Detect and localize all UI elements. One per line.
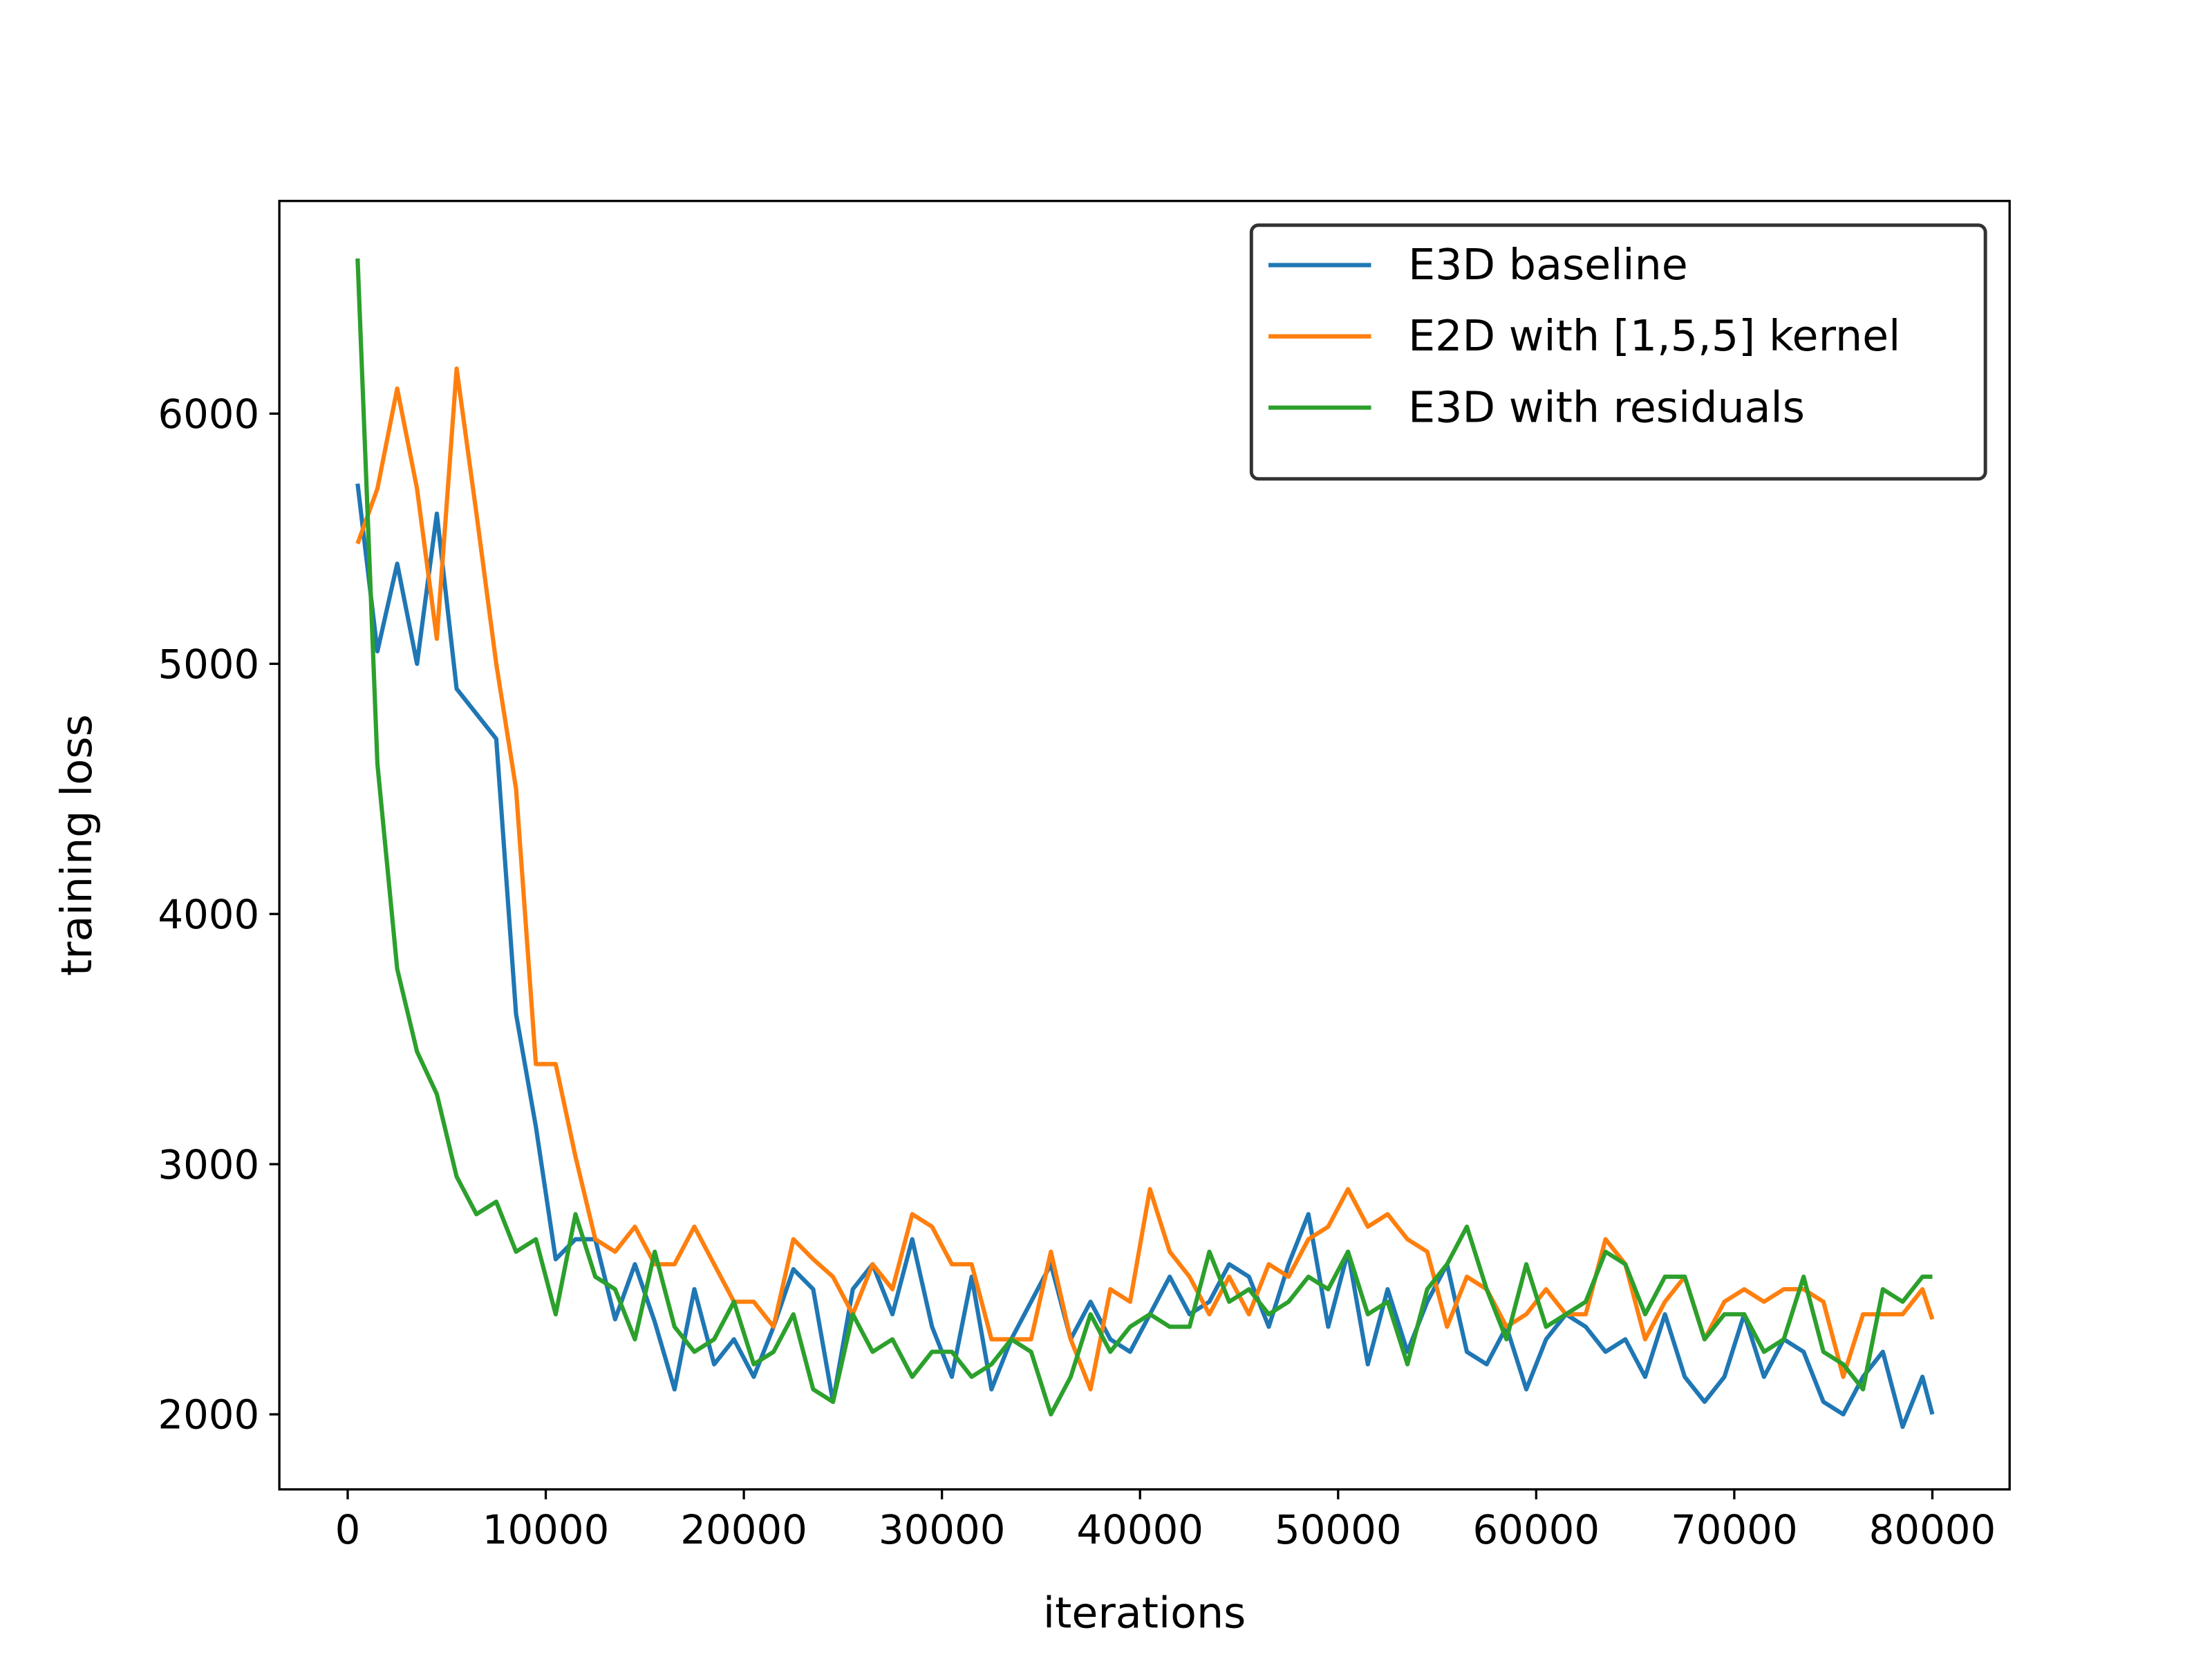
series-line bbox=[355, 366, 1935, 1391]
y-tick-label: 6000 bbox=[158, 391, 259, 438]
y-axis-label: training loss bbox=[52, 714, 102, 976]
legend-box bbox=[1249, 223, 1987, 481]
series-line bbox=[355, 258, 1933, 1417]
legend-label: E3D baseline bbox=[1408, 240, 1688, 290]
x-tick-label: 0 bbox=[335, 1506, 361, 1553]
legend-label: E3D with residuals bbox=[1408, 382, 1805, 432]
x-tick-label: 30000 bbox=[879, 1506, 1006, 1553]
plot-frame bbox=[278, 200, 2011, 1491]
x-tick-label: 20000 bbox=[680, 1506, 807, 1553]
x-tick-label: 80000 bbox=[1869, 1506, 1996, 1553]
legend-label: E2D with [1,5,5] kernel bbox=[1408, 311, 1900, 361]
x-tick-label: 40000 bbox=[1076, 1506, 1203, 1553]
y-tick-label: 5000 bbox=[158, 641, 259, 688]
x-tick-label: 50000 bbox=[1275, 1506, 1402, 1553]
y-tick-label: 2000 bbox=[158, 1391, 259, 1438]
x-tick-label: 10000 bbox=[482, 1506, 610, 1553]
y-tick-label: 4000 bbox=[158, 891, 259, 938]
y-tick-label: 3000 bbox=[158, 1141, 259, 1188]
x-axis-label: iterations bbox=[1043, 1588, 1246, 1638]
x-tick-label: 60000 bbox=[1473, 1506, 1600, 1553]
x-tick-label: 70000 bbox=[1671, 1506, 1798, 1553]
